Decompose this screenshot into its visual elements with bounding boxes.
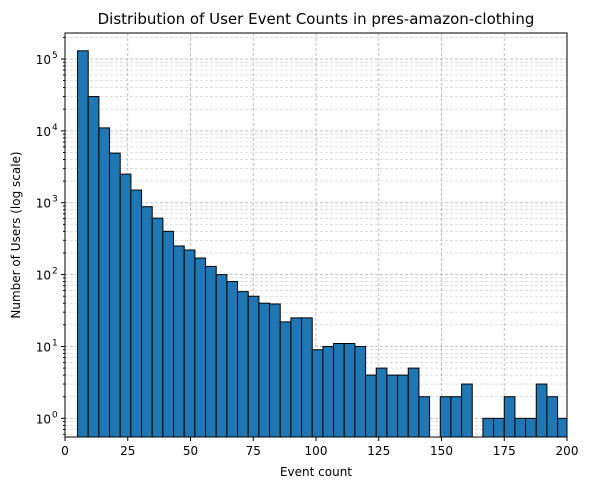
histogram-bar [514, 417, 527, 438]
histogram-bar [482, 417, 495, 438]
histogram-bars [77, 50, 568, 438]
histogram-bar [258, 302, 271, 438]
histogram-bar [439, 396, 452, 438]
y-tick-exponent: 2 [52, 267, 58, 277]
histogram-bar [226, 281, 239, 438]
histogram-bar [546, 396, 559, 438]
y-axis-label: Number of Users (log scale) [9, 151, 23, 318]
y-tick-exponent: 3 [52, 195, 58, 205]
histogram-bar [301, 317, 313, 438]
histogram-bar [535, 383, 548, 438]
y-tick-exponent: 4 [52, 123, 58, 133]
y-tick-label: 10 [36, 125, 51, 139]
histogram-bar [333, 342, 345, 438]
y-tick-exponent: 1 [52, 338, 58, 348]
chart-title: Distribution of User Event Counts in pre… [98, 10, 535, 28]
x-tick-label: 150 [430, 444, 453, 458]
y-tick-exponent: 5 [52, 51, 58, 61]
histogram-bar [77, 50, 89, 438]
histogram-bar [173, 245, 185, 438]
histogram-bar [205, 265, 217, 438]
histogram-bar [87, 96, 100, 438]
x-tick-label: 0 [61, 444, 69, 458]
x-tick-label: 100 [305, 444, 328, 458]
x-tick-label: 175 [493, 444, 516, 458]
histogram-bar [450, 396, 463, 438]
x-tick-label: 25 [120, 444, 135, 458]
y-tick-label: 10 [36, 340, 51, 354]
histogram-bar [397, 374, 409, 438]
histogram-bar [162, 230, 175, 438]
histogram-bar [237, 291, 249, 438]
y-tick-label: 10 [36, 53, 51, 67]
histogram-bar [386, 374, 399, 438]
histogram-bar [119, 173, 132, 438]
histogram-bar [109, 152, 121, 438]
y-tick-exponent: 0 [52, 410, 58, 420]
histogram-bar [215, 274, 228, 438]
histogram-bar [311, 349, 324, 438]
histogram-bar [130, 189, 143, 438]
histogram-bar [279, 321, 292, 438]
histogram-bar [269, 303, 281, 438]
histogram-bar [493, 417, 505, 438]
histogram-bar [151, 217, 164, 438]
histogram-bar [525, 417, 537, 438]
histogram-bar [375, 367, 388, 438]
x-axis-ticks: 0 25 50 75 100 125 150 175 200 [61, 437, 578, 458]
histogram-bar [290, 317, 303, 438]
histogram-bar [354, 345, 367, 438]
x-tick-label: 50 [183, 444, 198, 458]
histogram-bar [461, 383, 473, 438]
histogram-bar [322, 345, 335, 438]
y-tick-label: 10 [36, 412, 51, 426]
histogram-bar [407, 367, 420, 438]
x-tick-label: 125 [367, 444, 390, 458]
histogram-bar [141, 206, 153, 438]
histogram-bar [503, 396, 516, 438]
x-tick-label: 200 [556, 444, 579, 458]
histogram-bar [343, 342, 356, 438]
y-tick-label: 10 [36, 269, 51, 283]
histogram-bar [365, 374, 377, 438]
y-tick-label: 10 [36, 197, 51, 211]
x-tick-label: 75 [246, 444, 261, 458]
histogram-bar [418, 396, 431, 438]
histogram-bar [247, 295, 260, 438]
x-axis-label: Event count [280, 465, 352, 479]
histogram-bar [557, 417, 568, 438]
histogram-bar [194, 257, 207, 438]
histogram-bar [98, 127, 111, 438]
histogram-bar [183, 249, 196, 438]
